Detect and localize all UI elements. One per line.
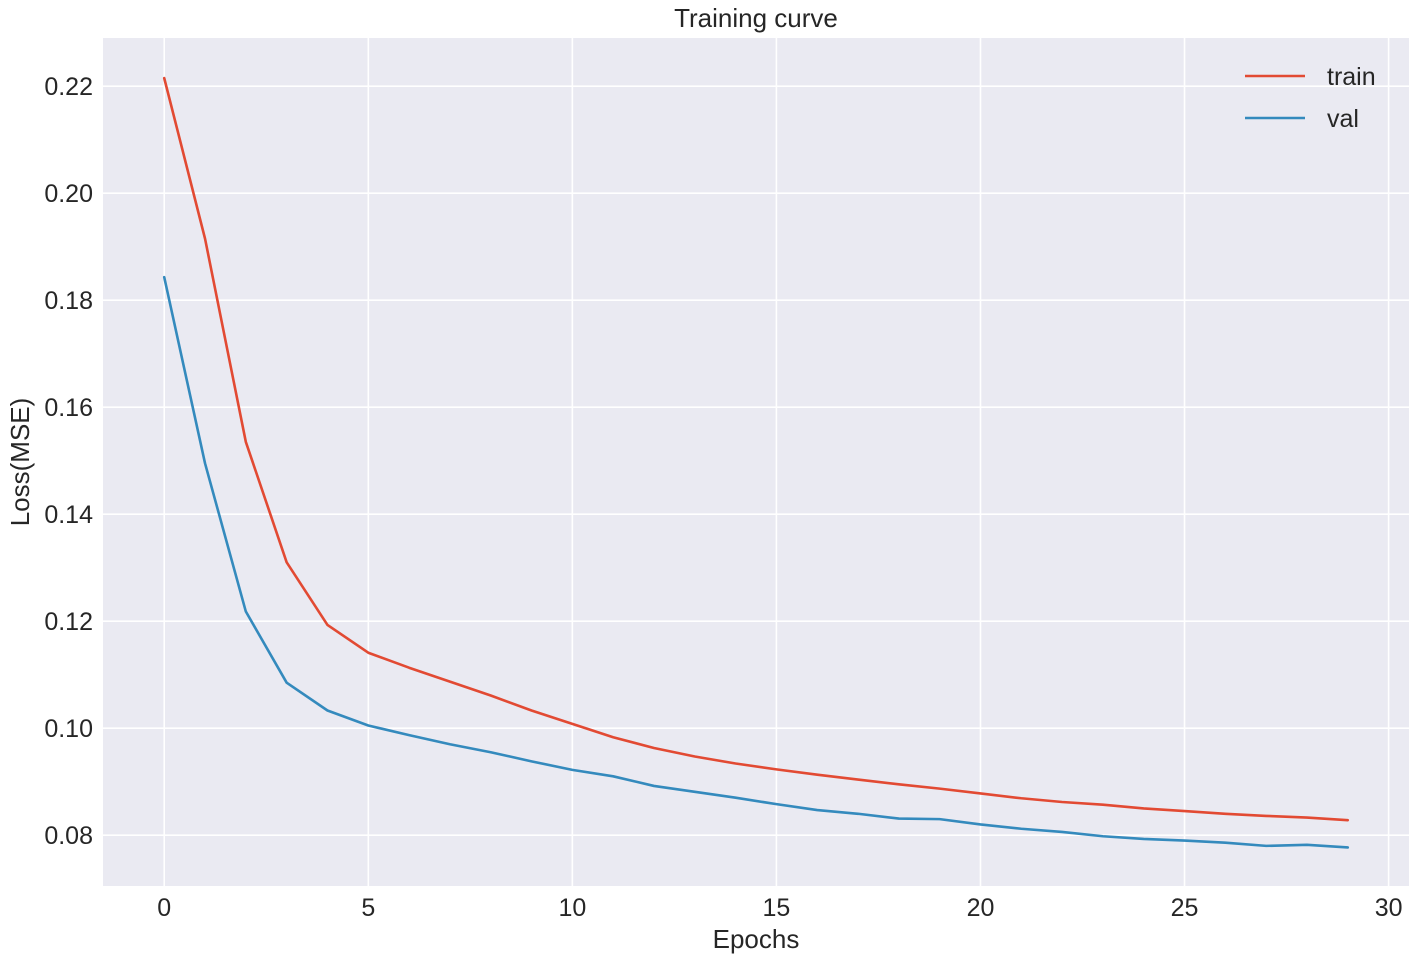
x-tick-label: 20: [967, 894, 995, 922]
legend-label-val: val: [1327, 105, 1359, 133]
series-line-train: [162, 76, 1350, 822]
legend-label-train: train: [1327, 63, 1376, 91]
x-tick-labels: 0 5 10 15 20 25 30: [157, 894, 1402, 922]
x-tick-label: 10: [558, 894, 586, 922]
y-axis-label: Loss(MSE): [5, 398, 35, 527]
x-tick-label: 25: [1171, 894, 1199, 922]
legend: train val: [1245, 63, 1376, 133]
x-tick-label: 5: [361, 894, 375, 922]
y-tick-label: 0.10: [44, 715, 93, 743]
x-tick-label: 0: [157, 894, 171, 922]
series-line-val: [162, 275, 1350, 849]
series-layer: [162, 76, 1350, 849]
y-tick-label: 0.12: [44, 608, 93, 636]
y-tick-labels: 0.08 0.10 0.12 0.14 0.16 0.18 0.20 0.22: [44, 73, 93, 850]
y-tick-label: 0.22: [44, 73, 93, 101]
grid: [103, 38, 1409, 886]
chart-title: Training curve: [674, 3, 838, 33]
y-tick-label: 0.16: [44, 394, 93, 422]
y-tick-label: 0.18: [44, 287, 93, 315]
x-tick-label: 15: [763, 894, 791, 922]
x-axis-label: Epochs: [713, 924, 800, 954]
plot-background: [103, 38, 1409, 886]
y-tick-label: 0.08: [44, 822, 93, 850]
y-tick-label: 0.20: [44, 180, 93, 208]
y-tick-label: 0.14: [44, 501, 93, 529]
x-tick-label: 30: [1375, 894, 1403, 922]
